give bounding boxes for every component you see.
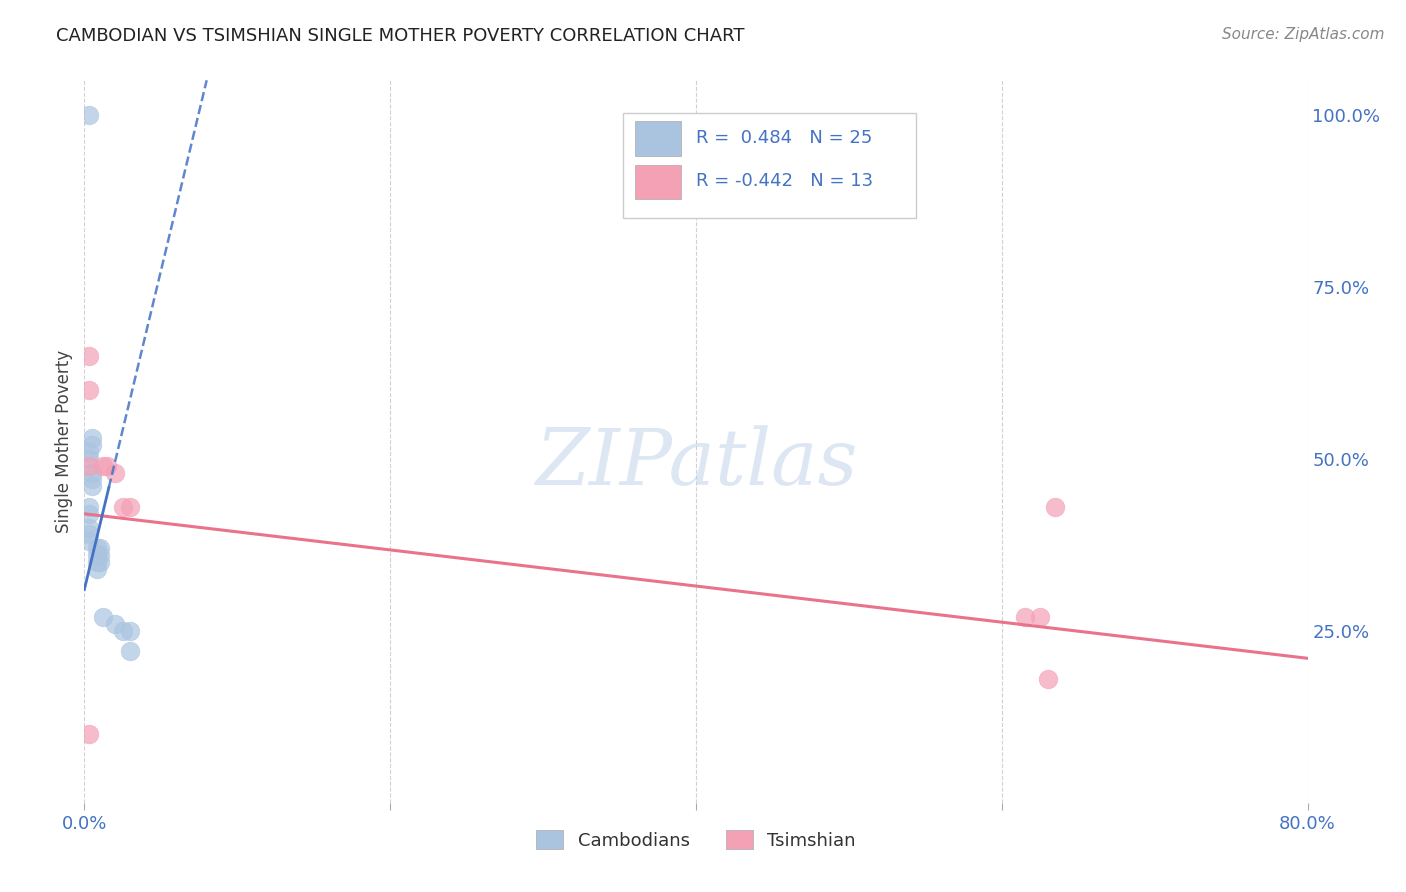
Point [77,349,100,363]
Point [86,548,108,562]
Point [77,445,100,459]
Point [77,727,100,741]
Point [80,466,103,480]
Point [77,458,100,473]
Point [77,520,100,534]
Point [80,431,103,445]
Point [80,472,103,486]
Point [80,438,103,452]
Point [77,451,100,466]
Point [1045,500,1067,514]
Text: R = -0.442   N = 13: R = -0.442 N = 13 [696,172,873,190]
Point [91,610,114,624]
Point [77,383,100,397]
Point [77,500,100,514]
FancyBboxPatch shape [623,112,917,218]
Y-axis label: Single Mother Poverty: Single Mother Poverty [55,350,73,533]
Text: R =  0.484   N = 25: R = 0.484 N = 25 [696,129,872,147]
Point [91,458,114,473]
Point [86,555,108,569]
Point [86,541,108,556]
Point [104,466,127,480]
Point [111,500,134,514]
Point [77,534,100,549]
Text: Source: ZipAtlas.com: Source: ZipAtlas.com [1222,27,1385,42]
Point [1014,610,1036,624]
Point [120,500,142,514]
Point [77,527,100,541]
FancyBboxPatch shape [636,165,682,200]
Point [120,624,142,638]
Point [89,548,111,562]
FancyBboxPatch shape [636,121,682,156]
Point [1036,672,1059,686]
Point [96,458,118,473]
Text: CAMBODIAN VS TSIMSHIAN SINGLE MOTHER POVERTY CORRELATION CHART: CAMBODIAN VS TSIMSHIAN SINGLE MOTHER POV… [56,27,745,45]
Legend: Cambodians, Tsimshian: Cambodians, Tsimshian [527,822,865,859]
Point [86,562,108,576]
Point [111,624,134,638]
Point [80,479,103,493]
Point [1029,610,1052,624]
Point [89,555,111,569]
Point [77,507,100,521]
Point [77,108,100,122]
Text: ZIPatlas: ZIPatlas [534,425,858,501]
Point [104,616,127,631]
Point [89,541,111,556]
Point [120,644,142,658]
